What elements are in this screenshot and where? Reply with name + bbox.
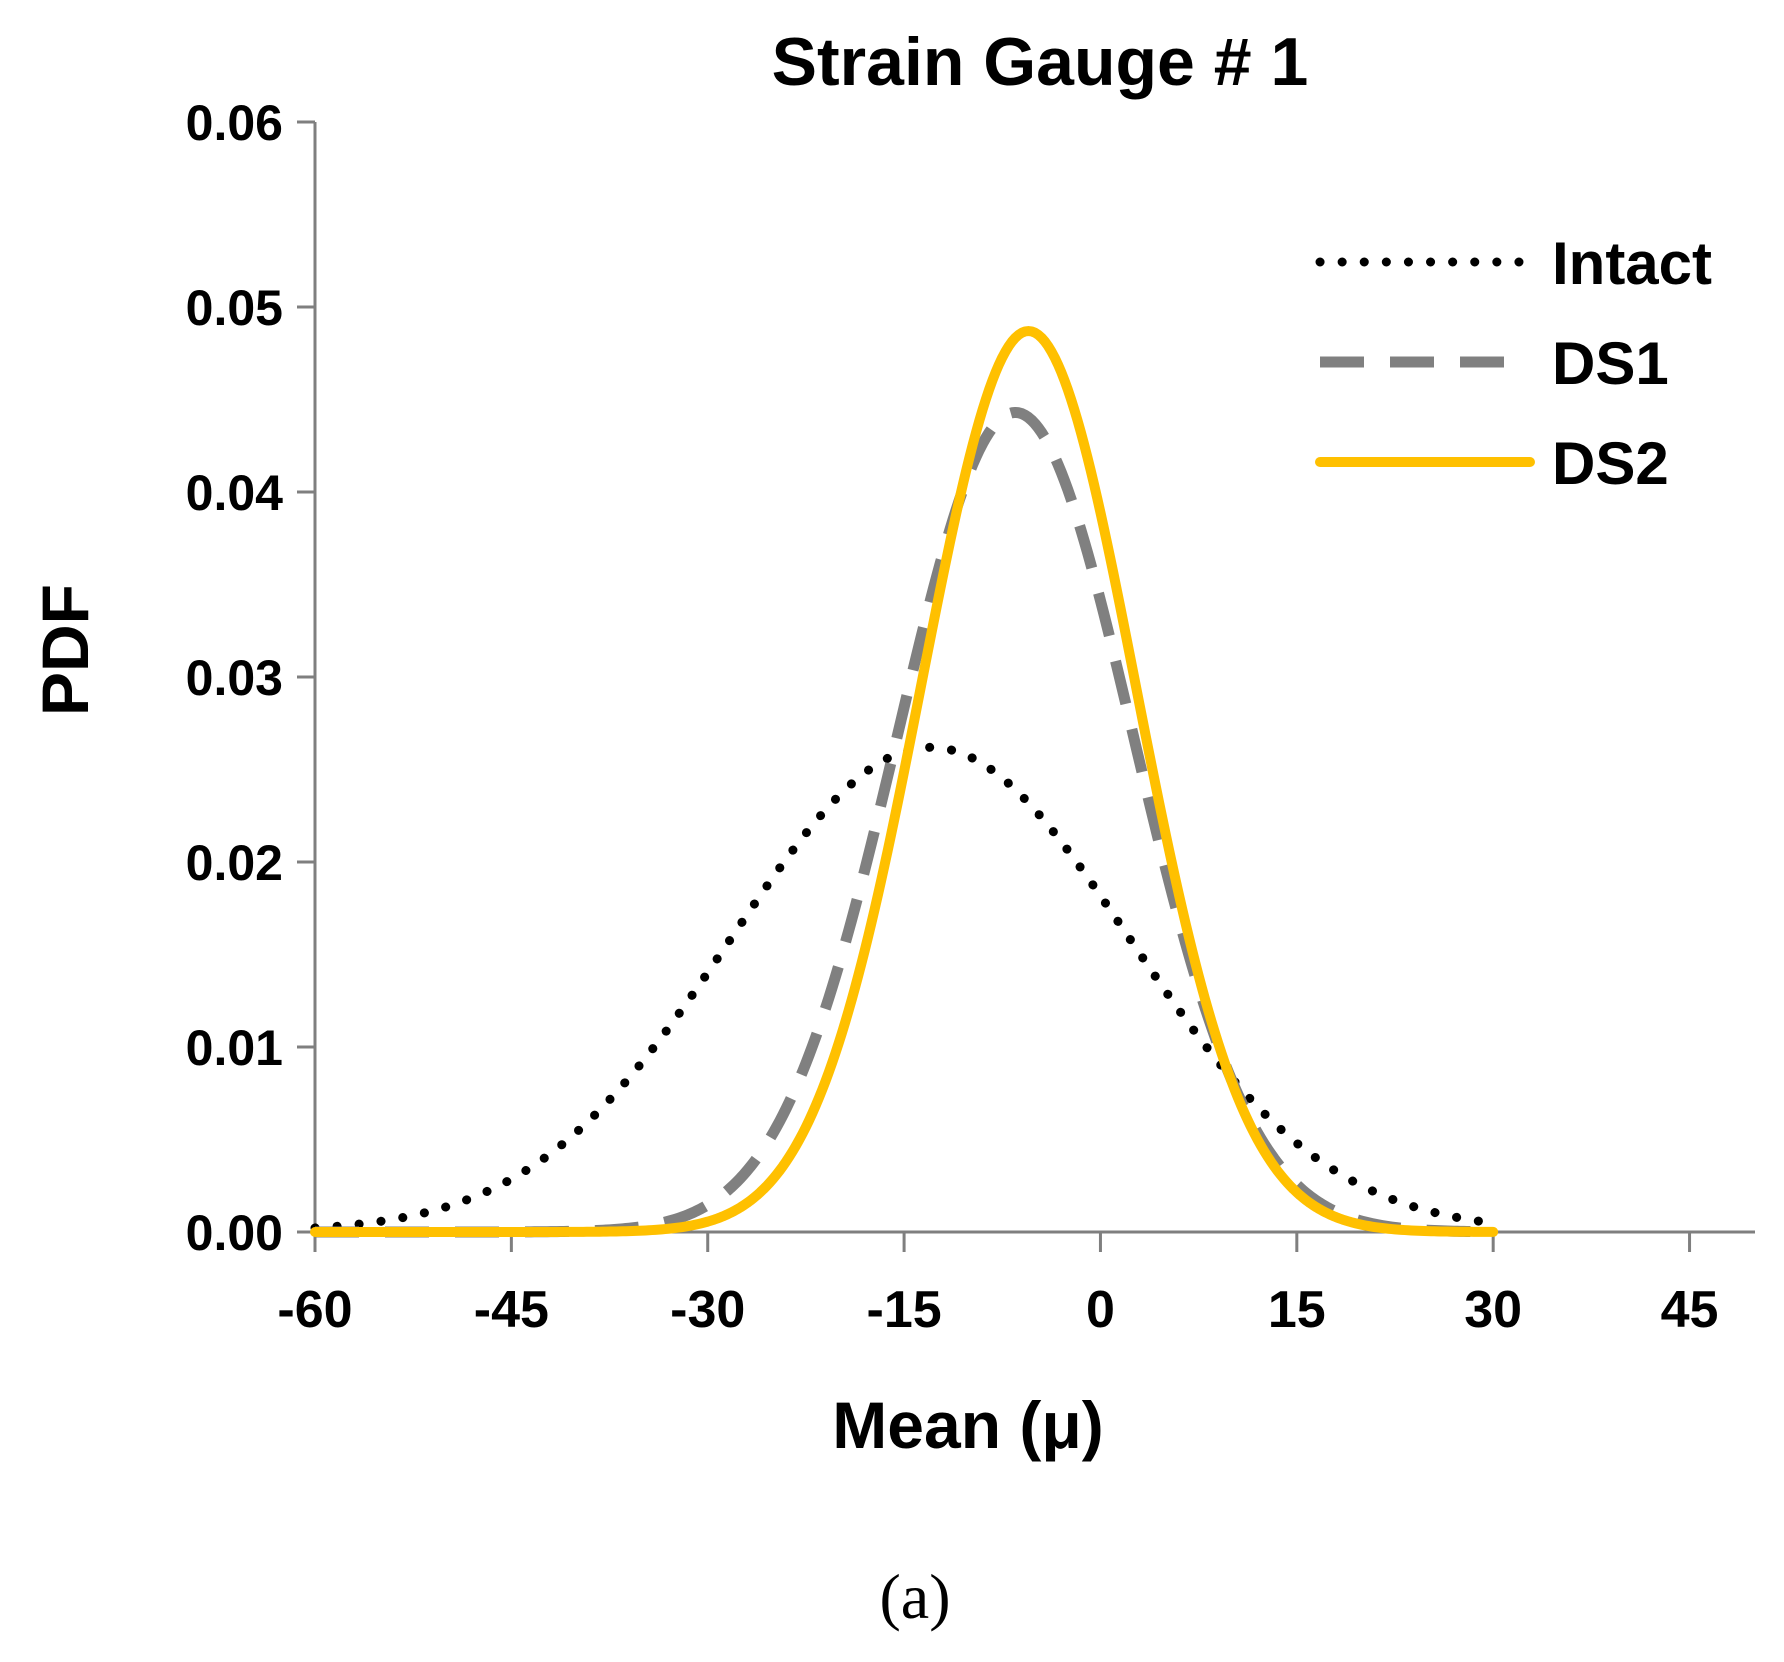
x-tick-label: 0 [1086, 1281, 1115, 1339]
x-tick-label: 15 [1268, 1281, 1326, 1339]
y-tick-label: 0.05 [186, 280, 283, 336]
x-axis-label: Mean (μ) [832, 1388, 1103, 1462]
series-line-ds1 [312, 406, 1496, 1238]
series-lines [310, 326, 1499, 1238]
series-line-intact [310, 742, 1498, 1233]
y-tick-label: 0.02 [186, 835, 283, 891]
y-tick-label: 0.04 [186, 465, 284, 521]
axes: 0.00 0.01 0.02 0.03 0.04 0.05 0.06 -60 -45 -30 -15… [186, 95, 1755, 1339]
y-tick-label: 0.03 [186, 650, 283, 706]
y-axis-label: PDF [28, 584, 102, 716]
legend-label-ds2: DS2 [1552, 430, 1669, 497]
legend: Intact DS1 DS2 [1315, 230, 1712, 497]
x-tick-label: -30 [670, 1281, 745, 1339]
legend-label-intact: Intact [1552, 230, 1712, 297]
x-tick-label: 45 [1661, 1281, 1719, 1339]
x-tick-label: -45 [474, 1281, 549, 1339]
x-tick-label: 30 [1464, 1281, 1522, 1339]
legend-label-ds1: DS1 [1552, 330, 1669, 397]
x-tick-label: -60 [277, 1281, 352, 1339]
y-tick-label: 0.01 [186, 1020, 283, 1076]
y-tick-label: 0.00 [186, 1205, 283, 1261]
figure-caption: (a) [879, 1561, 950, 1632]
x-tick-label: -15 [867, 1281, 942, 1339]
series-line-ds2 [310, 326, 1499, 1237]
chart-title: Strain Gauge # 1 [772, 24, 1309, 100]
y-tick-label: 0.06 [186, 95, 283, 151]
